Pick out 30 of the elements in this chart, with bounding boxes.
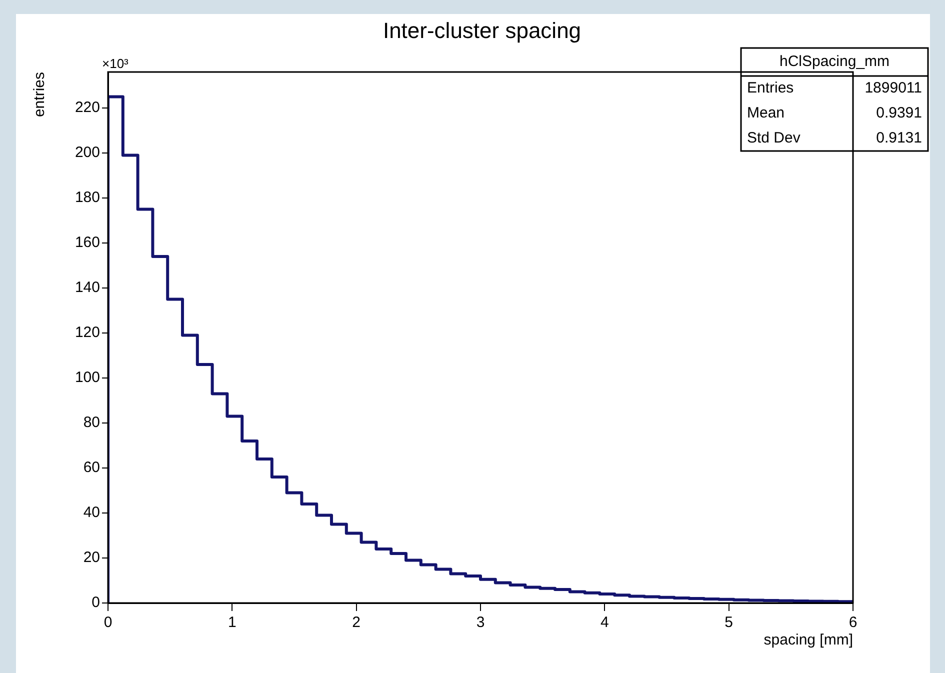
y-tick-label: 80 [83,414,100,432]
x-tick-label: 0 [104,614,112,632]
y-tick-label: 0 [92,594,100,612]
y-axis-title: entries [31,72,48,118]
y-tick-label: 160 [74,234,100,252]
text: hClSpacing_mm [779,53,890,70]
y-tick-label: 200 [74,144,100,162]
x-axis-title: spacing [mm] [764,632,853,649]
annotation: Entries [747,80,794,97]
annotation: Mean [747,104,785,122]
text: 0.9131 [876,130,922,147]
y-tick-label: 100 [74,369,100,386]
annotation: Std Dev [747,130,801,147]
text: 0.9391 [876,104,922,122]
y-tick-label: 60 [83,459,100,476]
x-tick-label: 2 [352,614,361,632]
chart-title: Inter-cluster spacing [382,18,582,44]
y-tick-label: 220 [74,99,100,116]
y-tick-label: 120 [74,324,100,342]
x-tick-label: 5 [724,614,734,632]
x-tick-label: 1 [228,614,236,632]
y-tick-label: 40 [83,504,100,522]
text: ×10³ [102,56,130,72]
x-tick-label: 6 [848,614,858,632]
x-tick-label: 4 [600,614,609,632]
y-tick-label: 20 [83,549,100,566]
y-tick-label: 140 [74,279,100,296]
y-tick-label: 180 [74,189,100,206]
text: 1899011 [864,80,922,97]
x-tick-label: 3 [476,614,485,632]
